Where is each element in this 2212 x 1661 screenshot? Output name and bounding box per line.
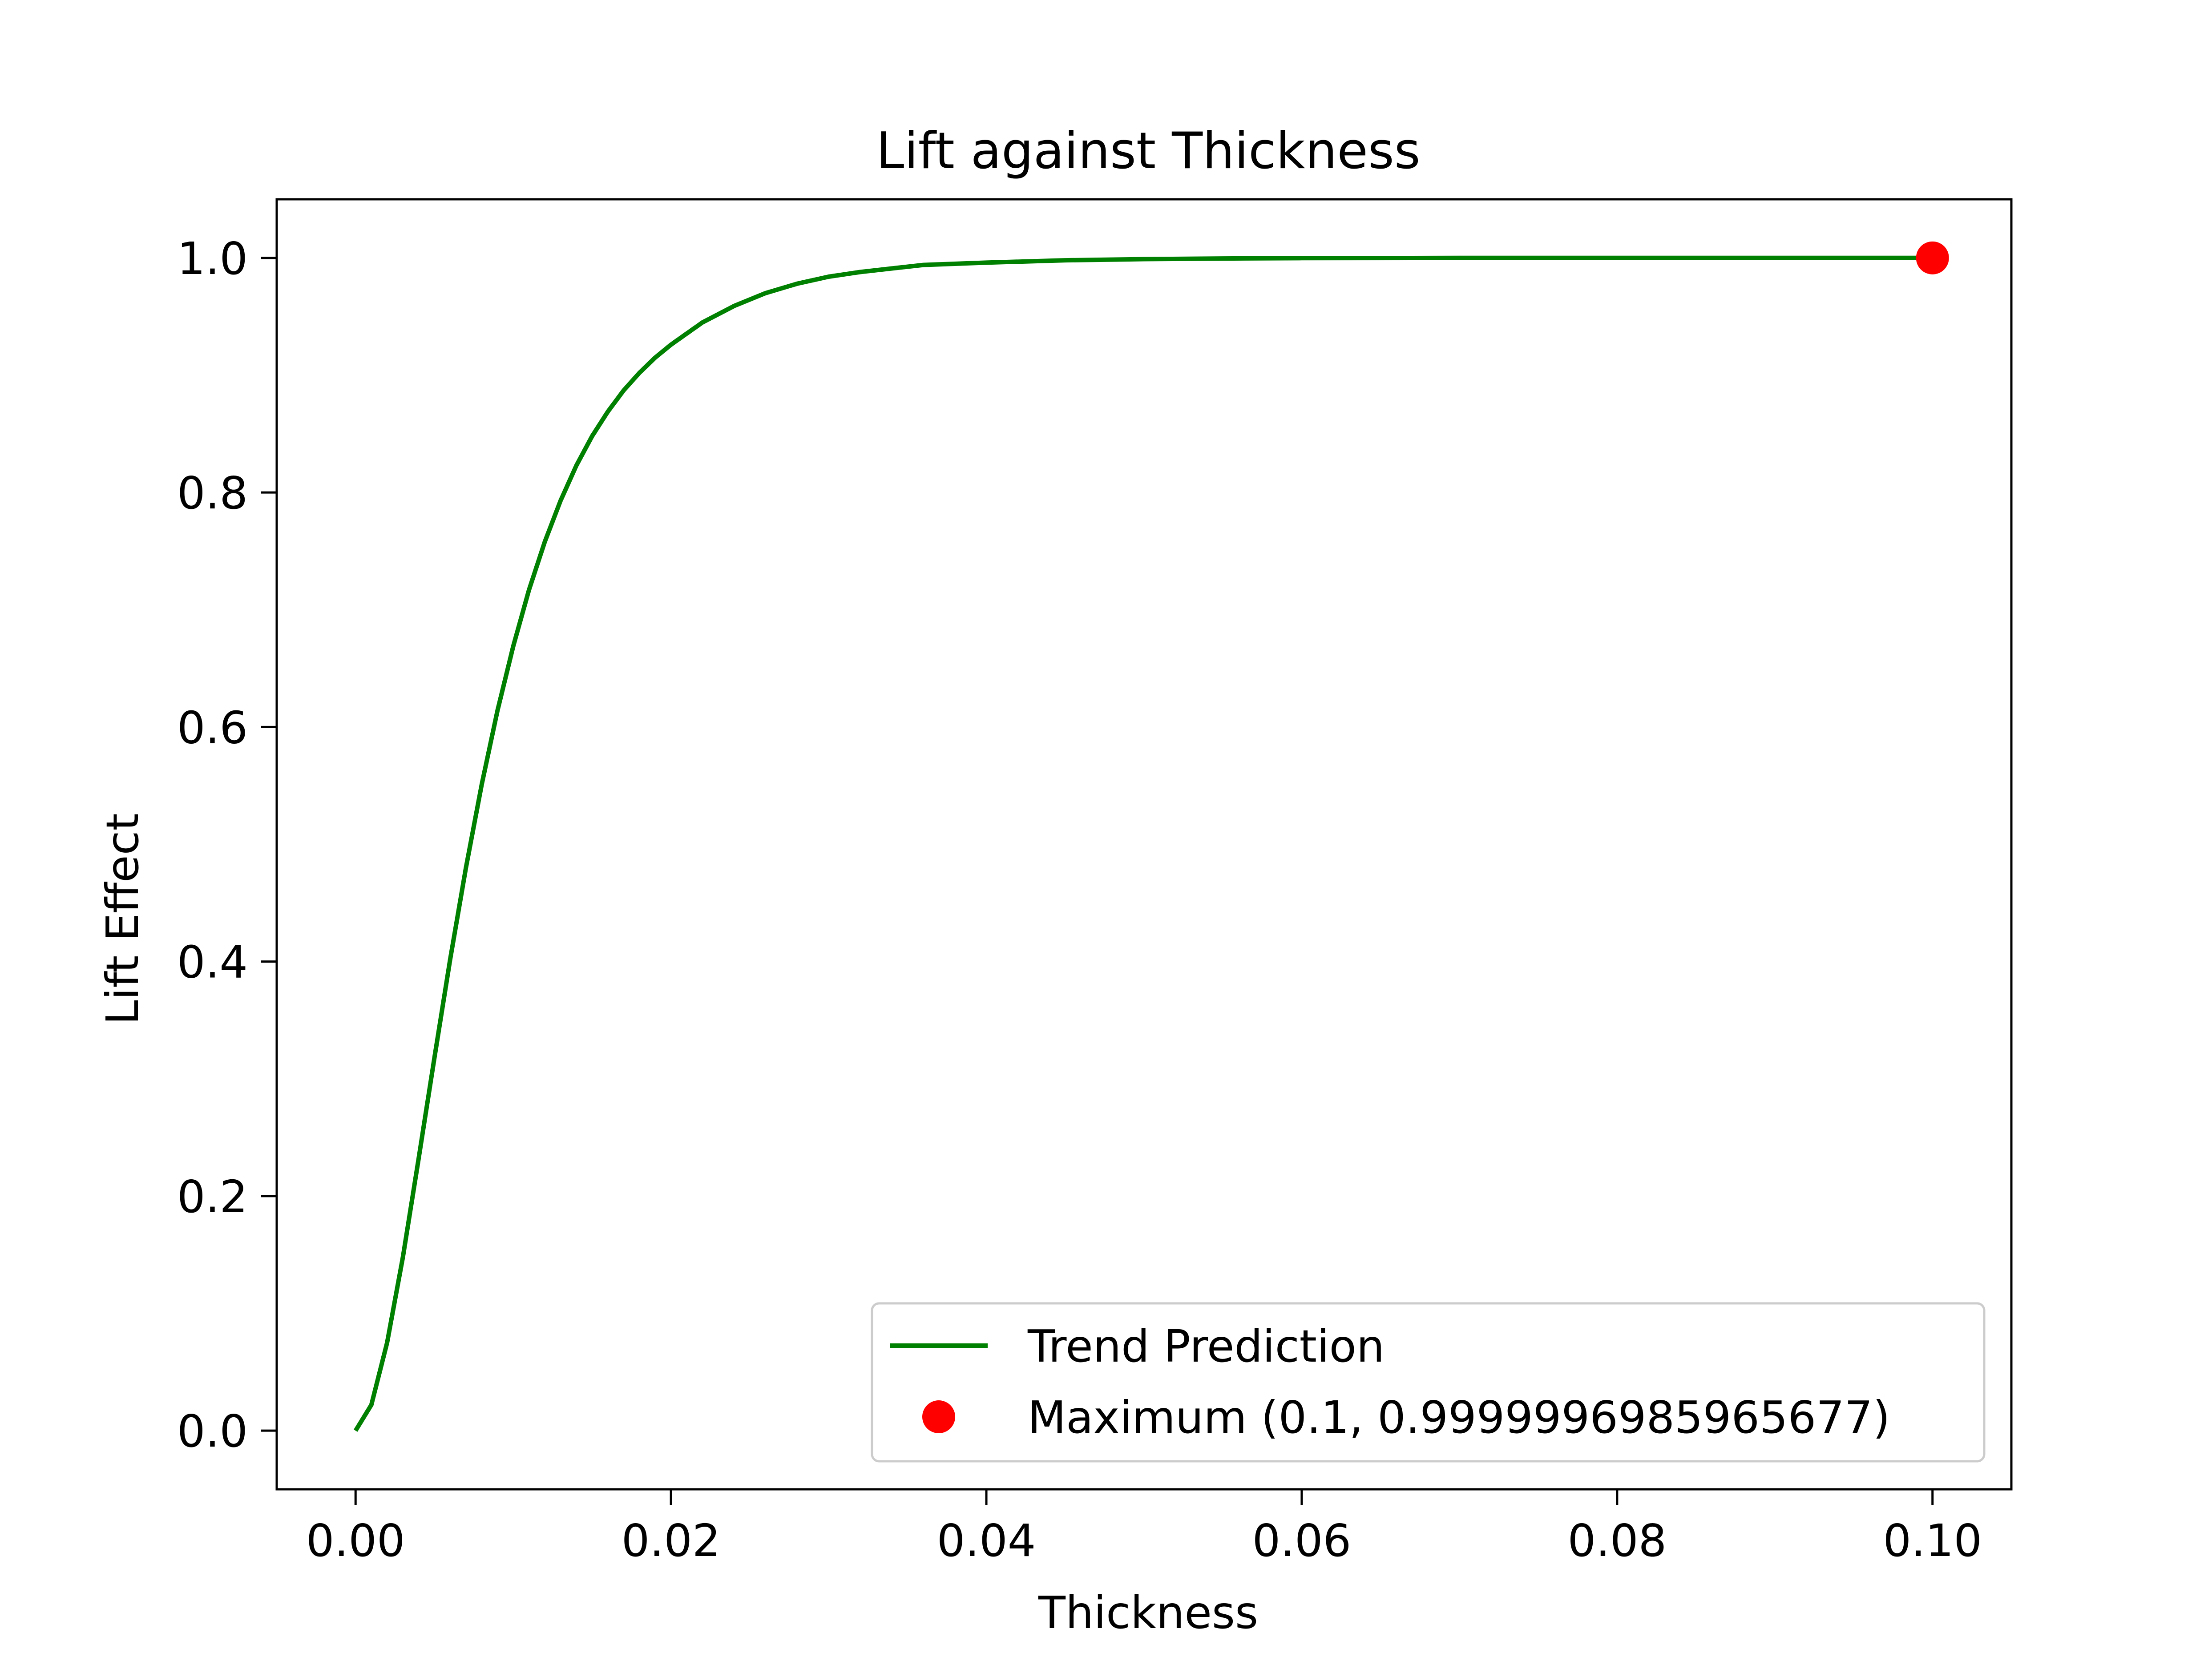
x-axis-label: Thickness bbox=[1038, 1587, 1258, 1639]
y-tick-label: 0.2 bbox=[177, 1171, 248, 1223]
y-tick-label: 0.4 bbox=[177, 936, 248, 988]
chart-title: Lift against Thickness bbox=[876, 121, 1420, 180]
y-tick-label: 0.8 bbox=[177, 467, 248, 519]
legend: Trend Prediction Maximum (0.1, 0.99999969… bbox=[871, 1302, 1986, 1463]
x-tick-label: 0.04 bbox=[937, 1515, 1036, 1567]
x-tick-label: 0.10 bbox=[1883, 1515, 1982, 1567]
y-tick-label: 1.0 bbox=[177, 233, 248, 285]
legend-label-trend-prediction: Trend Prediction bbox=[1027, 1320, 1385, 1372]
plot-frame bbox=[275, 198, 2013, 1491]
maximum-point-marker bbox=[1916, 241, 1949, 274]
x-tick-label: 0.02 bbox=[622, 1515, 721, 1567]
series-line-trend-prediction bbox=[353, 255, 1933, 1432]
plot-layer: 0.00 0.02 0.04 0.06 0.08 0.10 0.0 0.2 0.4 0.6 0.8 1… bbox=[177, 198, 2013, 1567]
legend-swatch-maximum bbox=[922, 1400, 955, 1433]
legend-label-maximum: Maximum (0.1, 0.9999996985965677) bbox=[1028, 1391, 1890, 1443]
y-axis-label: Lift Effect bbox=[97, 813, 149, 1025]
x-tick-label: 0.00 bbox=[306, 1515, 405, 1567]
x-tick-label: 0.06 bbox=[1252, 1515, 1352, 1567]
legend-box bbox=[871, 1302, 1986, 1463]
y-tick-label: 0.6 bbox=[177, 701, 248, 754]
y-tick-label: 0.0 bbox=[177, 1405, 248, 1457]
x-tick-label: 0.08 bbox=[1568, 1515, 1667, 1567]
